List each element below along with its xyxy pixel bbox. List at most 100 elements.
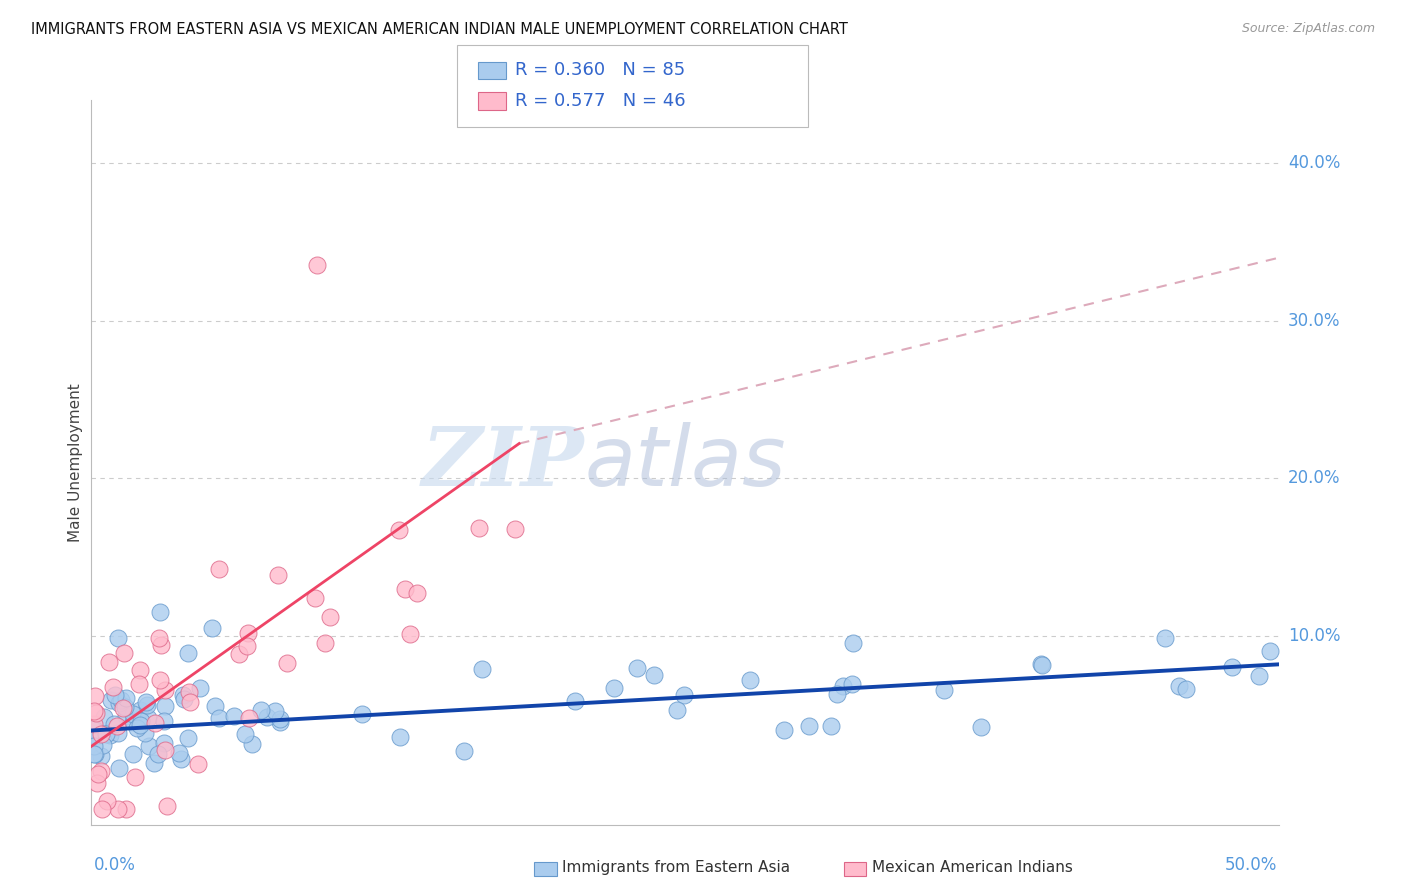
Text: R = 0.360   N = 85: R = 0.360 N = 85	[515, 62, 685, 79]
Point	[96, 794, 118, 808]
Point	[398, 627, 420, 641]
Point	[1247, 669, 1270, 683]
Point	[107, 726, 129, 740]
Point	[84, 706, 107, 720]
Point	[564, 694, 586, 708]
Point	[87, 767, 110, 781]
Text: 0.0%: 0.0%	[94, 855, 136, 873]
Point	[128, 677, 150, 691]
Point	[98, 728, 121, 742]
Point	[122, 707, 145, 722]
Point	[319, 610, 342, 624]
Point	[129, 718, 152, 732]
Point	[738, 673, 761, 687]
Point	[503, 522, 526, 536]
Point	[90, 727, 112, 741]
Point	[1260, 643, 1282, 657]
Point	[394, 582, 416, 597]
Point	[204, 699, 226, 714]
Point	[170, 752, 193, 766]
Point	[156, 799, 179, 814]
Point	[112, 646, 135, 660]
Point	[93, 710, 115, 724]
Point	[797, 719, 820, 733]
Text: Immigrants from Eastern Asia: Immigrants from Eastern Asia	[562, 860, 790, 874]
Point	[114, 709, 136, 723]
Point	[90, 764, 112, 778]
Point	[112, 701, 135, 715]
Point	[143, 716, 166, 731]
Point	[135, 698, 157, 712]
Point	[107, 631, 129, 645]
Point	[84, 747, 107, 761]
Point	[107, 802, 129, 816]
Point	[264, 704, 287, 718]
Point	[115, 802, 138, 816]
Point	[108, 696, 131, 710]
Point	[235, 639, 257, 653]
Text: IMMIGRANTS FROM EASTERN ASIA VS MEXICAN AMERICAN INDIAN MALE UNEMPLOYMENT CORREL: IMMIGRANTS FROM EASTERN ASIA VS MEXICAN …	[31, 22, 848, 37]
Point	[149, 638, 172, 652]
Point	[832, 679, 855, 693]
Point	[208, 562, 231, 576]
Point	[172, 689, 194, 703]
Point	[389, 730, 412, 744]
Point	[208, 711, 231, 725]
Point	[190, 681, 212, 695]
Point	[136, 711, 159, 725]
Point	[135, 695, 157, 709]
Point	[1031, 657, 1053, 672]
Point	[104, 688, 127, 702]
Point	[665, 703, 688, 717]
Point	[173, 692, 195, 706]
Point	[467, 521, 489, 535]
Point	[841, 636, 863, 650]
Point	[153, 743, 176, 757]
Text: 10.0%: 10.0%	[1288, 627, 1340, 645]
Text: R = 0.577   N = 46: R = 0.577 N = 46	[515, 92, 685, 110]
Point	[314, 636, 336, 650]
Point	[1175, 682, 1198, 697]
Point	[1029, 657, 1052, 671]
Point	[820, 719, 842, 733]
Point	[388, 523, 411, 537]
Point	[603, 681, 626, 695]
Point	[100, 692, 122, 706]
Point	[1222, 659, 1244, 673]
Point	[773, 723, 796, 737]
Point	[97, 655, 120, 669]
Point	[236, 625, 259, 640]
Point	[970, 720, 993, 734]
Point	[240, 738, 263, 752]
Point	[405, 586, 427, 600]
Point	[256, 710, 278, 724]
Point	[152, 736, 174, 750]
Point	[179, 695, 201, 709]
Point	[201, 621, 224, 635]
Text: Source: ZipAtlas.com: Source: ZipAtlas.com	[1241, 22, 1375, 36]
Point	[471, 662, 494, 676]
Point	[673, 688, 696, 702]
Point	[101, 680, 124, 694]
Point	[153, 714, 176, 728]
Text: 30.0%: 30.0%	[1288, 311, 1340, 330]
Text: 20.0%: 20.0%	[1288, 469, 1340, 487]
Point	[143, 756, 166, 770]
Point	[86, 776, 108, 790]
Point	[222, 708, 245, 723]
Point	[148, 631, 170, 645]
Point	[155, 682, 177, 697]
Point	[1154, 632, 1177, 646]
Point	[83, 717, 105, 731]
Point	[94, 727, 117, 741]
Point	[352, 707, 374, 722]
Point	[107, 761, 129, 775]
Point	[307, 259, 329, 273]
Text: 40.0%: 40.0%	[1288, 154, 1340, 172]
Point	[93, 739, 115, 753]
Point	[138, 739, 160, 753]
Point	[115, 690, 138, 705]
Point	[84, 729, 107, 743]
Point	[83, 747, 105, 761]
Point	[238, 711, 260, 725]
